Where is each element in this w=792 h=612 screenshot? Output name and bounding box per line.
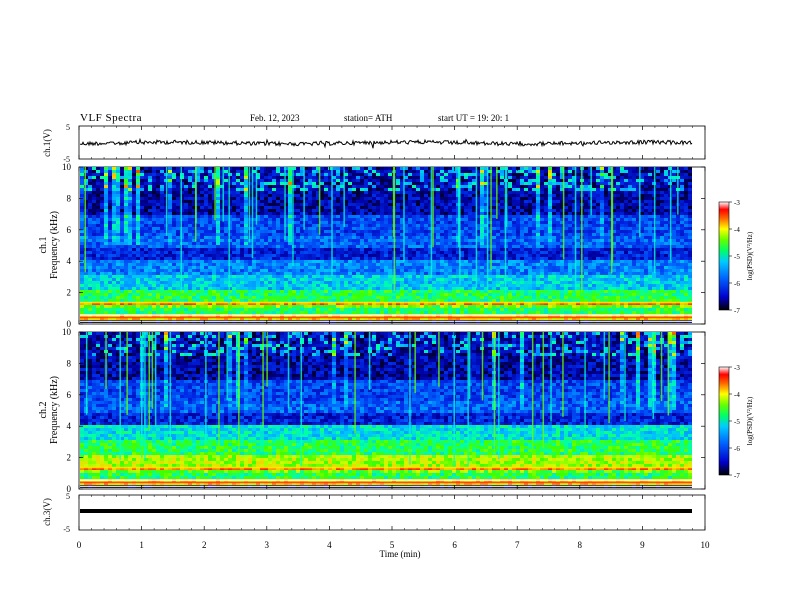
spec1-yticks-tick-6: 6 bbox=[67, 225, 72, 235]
time-tick-label-9: 9 bbox=[640, 540, 645, 550]
spec2-yticks-tick-10: 10 bbox=[62, 327, 72, 337]
ch1-waveform-line bbox=[79, 137, 693, 149]
ch2-ylabel-channel: ch.2 bbox=[38, 402, 49, 419]
time-axis-label: Time (min) bbox=[380, 549, 421, 559]
cb2-ticks-label--6: -6 bbox=[734, 445, 740, 453]
ch3-ylabel: ch.3(V) bbox=[42, 498, 52, 526]
ch2-spectrogram-image bbox=[80, 332, 692, 488]
spec2-yticks-tick-0: 0 bbox=[67, 484, 72, 494]
ch2-spectrogram-panel: 0 2 4 6 8 10 ch.2 Frequency (kHz) bbox=[38, 327, 706, 494]
ch2-freq-ticks: 0 2 4 6 8 10 bbox=[62, 327, 705, 494]
time-tick-label-4: 4 bbox=[327, 540, 332, 550]
start-ut-label: start UT = 19: 20: 1 bbox=[438, 113, 510, 123]
cb1-ticks-label--3: -3 bbox=[734, 199, 740, 207]
time-axis: 0 1 2 3 4 5 6 7 8 9 10 bbox=[77, 126, 710, 550]
spec1-yticks-tick-10: 10 bbox=[62, 162, 72, 172]
ch1-spectrogram-image bbox=[80, 167, 692, 323]
date-label: Feb. 12, 2023 bbox=[250, 113, 300, 123]
time-tick-label-8: 8 bbox=[578, 540, 583, 550]
ch2-colorbar-ticks: -3 -4 -5 -6 -7 bbox=[729, 364, 740, 480]
ch1-ytick-5: 5 bbox=[66, 123, 70, 132]
spec2-yticks-tick-8: 8 bbox=[67, 358, 72, 368]
spec1-yticks-tick-4: 4 bbox=[67, 256, 72, 266]
ch1-freq-ticks: 0 2 4 6 8 10 bbox=[62, 162, 705, 329]
time-tick-label-10: 10 bbox=[701, 540, 711, 550]
ch1-ylabel-frequency: Frequency (kHz) bbox=[49, 211, 60, 279]
spec1-yticks-tick-0: 0 bbox=[67, 319, 72, 329]
cb1-ticks-label--5: -5 bbox=[734, 253, 740, 261]
spec1-yticks-tick-8: 8 bbox=[67, 193, 72, 203]
ch1-spectrogram-panel: 0 2 4 6 8 10 ch.1 Frequency (kHz) bbox=[38, 162, 706, 329]
ch1-waveform-panel: 5 -5 ch.1(V) bbox=[42, 123, 706, 164]
time-tick-label-6: 6 bbox=[452, 540, 457, 550]
ch2-colorbar: -3 -4 -5 -6 -7 log(PSD)(V²/Hz) bbox=[718, 364, 754, 480]
spec2-yticks-tick-4: 4 bbox=[67, 421, 72, 431]
cb1-ticks-label--7: -7 bbox=[734, 307, 740, 315]
ch1-ylabel: ch.1(V) bbox=[42, 129, 52, 157]
ch2-ylabel-frequency: Frequency (kHz) bbox=[49, 376, 60, 444]
ch1-colorbar-ticks: -3 -4 -5 -6 -7 bbox=[729, 199, 740, 315]
time-tick-label-2: 2 bbox=[202, 540, 207, 550]
ch1-colorbar-label: log(PSD)(V²/Hz) bbox=[746, 231, 754, 280]
cb1-ticks-label--6: -6 bbox=[734, 280, 740, 288]
plot-title: VLF Spectra bbox=[80, 112, 143, 124]
cb2-ticks-label--4: -4 bbox=[734, 391, 740, 399]
time-tick-label-5: 5 bbox=[390, 540, 395, 550]
cb2-ticks-label--5: -5 bbox=[734, 418, 740, 426]
spec2-yticks-tick-2: 2 bbox=[67, 453, 72, 463]
ch1-ytick-neg5: -5 bbox=[63, 155, 70, 164]
ch3-ytick-5: 5 bbox=[66, 492, 70, 501]
ch1-colorbar: -3 -4 -5 -6 -7 log(PSD)(V²/Hz) bbox=[718, 199, 754, 315]
cb2-ticks-label--3: -3 bbox=[734, 364, 740, 372]
cb2-ticks-label--7: -7 bbox=[734, 472, 740, 480]
ch3-ytick-neg5: -5 bbox=[63, 525, 70, 534]
ch1-ylabel-channel: ch.1 bbox=[38, 237, 49, 254]
spec2-yticks-tick-6: 6 bbox=[67, 390, 72, 400]
time-tick-label-7: 7 bbox=[515, 540, 520, 550]
time-tick-label-3: 3 bbox=[265, 540, 270, 550]
time-tick-label-0: 0 bbox=[77, 540, 82, 550]
time-tick-label-1: 1 bbox=[139, 540, 144, 550]
spec1-yticks-tick-2: 2 bbox=[67, 288, 72, 298]
cb1-ticks-label--4: -4 bbox=[734, 226, 740, 234]
station-label: station= ATH bbox=[344, 113, 393, 123]
ch2-colorbar-label: log(PSD)(V²/Hz) bbox=[746, 396, 754, 445]
